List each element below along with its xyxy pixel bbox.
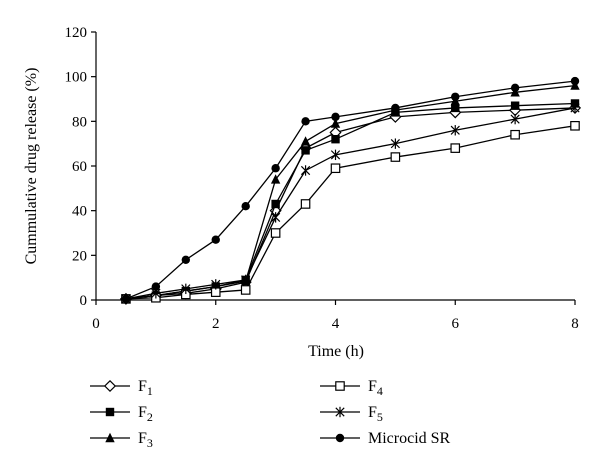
series-line: [125, 102, 576, 300]
y-tick-label: 60: [72, 159, 87, 175]
data-point: [570, 102, 580, 114]
data-point: [510, 83, 520, 93]
data-point: [570, 76, 580, 86]
y-tick-label: 20: [72, 248, 87, 264]
series-f2: [121, 99, 580, 304]
series-microcid-sr: [121, 76, 580, 304]
legend-label-text: F: [138, 404, 147, 421]
legend-label: F3: [138, 430, 153, 450]
legend-label: Microcid SR: [368, 430, 451, 447]
data-point: [391, 103, 400, 113]
data-point: [330, 149, 341, 161]
legend-label-text: F: [138, 378, 147, 395]
data-point: [450, 125, 460, 136]
data-point: [271, 199, 280, 209]
legend-marker: [335, 381, 345, 391]
legend-label: F2: [138, 404, 153, 424]
data-point: [181, 255, 191, 264]
legend-item-f3: F3: [90, 430, 153, 450]
legend-marker: [105, 407, 115, 417]
data-point: [241, 202, 250, 211]
series-line: [125, 107, 576, 300]
data-point: [570, 120, 580, 131]
data-point: [510, 101, 520, 110]
legend-label-subscript: 5: [377, 410, 383, 424]
legend-label-text: F: [368, 404, 377, 421]
data-point: [390, 138, 400, 149]
data-point: [241, 274, 251, 286]
series-f4: [121, 120, 580, 304]
legend-item-f5: F5: [320, 404, 383, 424]
x-tick-label: 4: [332, 316, 340, 332]
series-f5: [121, 102, 580, 305]
axes: 0 20 40 60 80 100 120 0 2 4 6 8: [65, 25, 579, 332]
y-tick-label: 100: [65, 70, 88, 86]
legend-marker: [335, 406, 345, 418]
data-point: [270, 174, 281, 184]
legend-label: F4: [368, 378, 383, 398]
y-tick-label: 0: [80, 293, 88, 309]
series-line: [125, 84, 576, 300]
data-point: [300, 165, 311, 176]
data-point: [121, 294, 131, 304]
data-point: [330, 163, 341, 174]
x-tick-label: 8: [571, 316, 579, 332]
data-point: [390, 152, 401, 162]
data-point: [451, 92, 460, 101]
legend-label: F1: [138, 378, 153, 398]
legend-label-text: F: [138, 430, 147, 447]
data-point: [270, 228, 281, 238]
data-point: [240, 285, 251, 295]
y-axis-title: Cummulative drug release (%): [23, 68, 40, 265]
legend-label-subscript: 4: [377, 384, 383, 398]
legend-item-f1: F1: [90, 378, 153, 398]
legend-marker: [335, 433, 345, 443]
series-layer: [119, 76, 582, 305]
series-line: [125, 125, 576, 300]
data-point: [271, 164, 280, 173]
y-tick-label: 40: [72, 204, 87, 220]
series-f3: [121, 80, 580, 304]
data-point: [151, 282, 161, 291]
legend-item-f2: F2: [90, 404, 153, 424]
data-point: [301, 146, 310, 155]
data-point: [300, 136, 311, 146]
data-point: [271, 212, 281, 223]
data-point: [181, 283, 191, 295]
x-tick-label: 0: [92, 316, 100, 332]
legend-item-f4: F4: [320, 378, 383, 398]
x-axis-title: Time (h): [308, 343, 364, 360]
legend-item-microcid-sr: Microcid SR: [320, 430, 451, 447]
x-tick-label: 2: [212, 316, 220, 332]
legend-label-text: F: [368, 378, 377, 395]
legend-marker: [105, 432, 115, 443]
series-line: [125, 80, 576, 300]
legend-label: F5: [368, 404, 383, 424]
data-point: [451, 103, 460, 113]
legend-label-subscript: 2: [147, 410, 153, 424]
data-point: [331, 112, 340, 122]
x-tick-label: 6: [452, 316, 460, 332]
y-tick-label: 80: [72, 114, 87, 130]
y-tick-label: 120: [65, 25, 88, 41]
legend-marker: [103, 379, 117, 393]
data-point: [300, 199, 311, 209]
data-point: [301, 117, 310, 126]
legend-label-text: Microcid SR: [368, 430, 451, 447]
data-point: [331, 135, 340, 144]
legend-label-subscript: 3: [147, 436, 153, 450]
data-point: [330, 118, 341, 128]
data-point: [211, 235, 220, 244]
data-point: [510, 113, 520, 125]
legend-label-subscript: 1: [147, 384, 153, 398]
data-point: [450, 143, 461, 153]
data-point: [510, 129, 520, 140]
data-point: [211, 279, 221, 290]
